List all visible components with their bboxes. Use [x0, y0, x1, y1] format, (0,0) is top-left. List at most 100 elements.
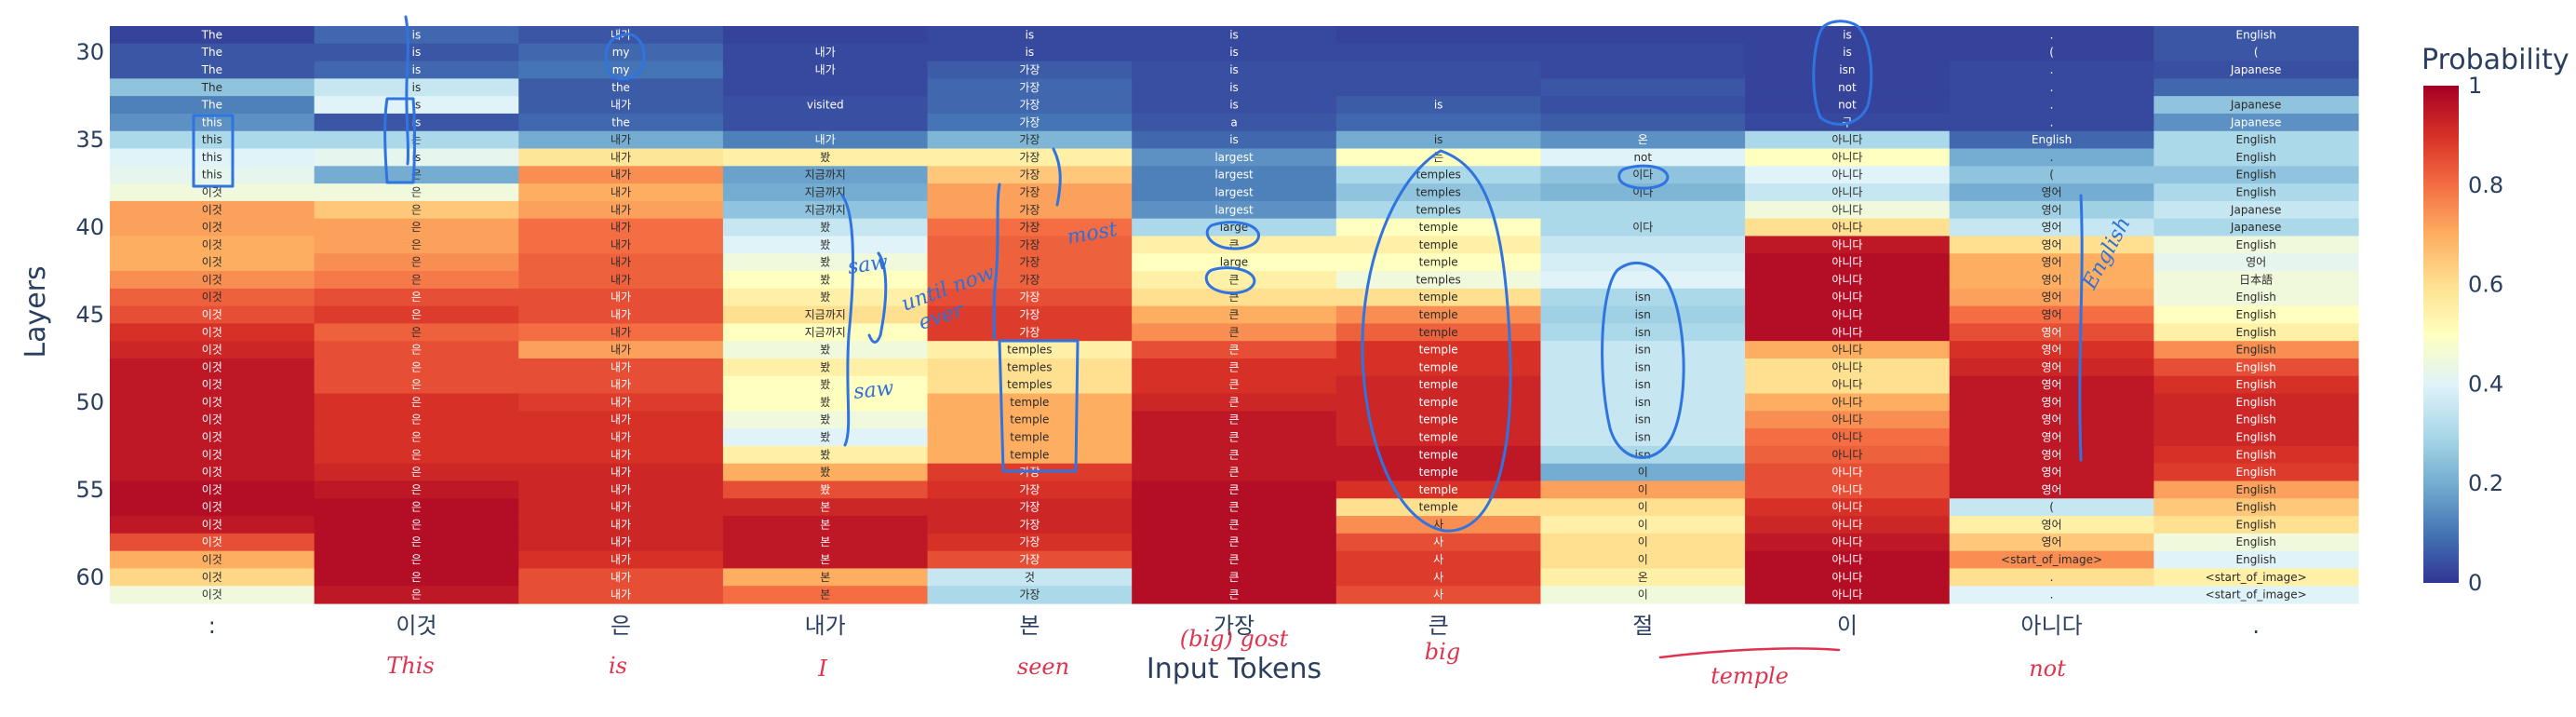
heatmap-cell — [314, 148, 519, 167]
cell-token-label: 지금까지 — [805, 203, 846, 216]
cell-token-label: 영어 — [2042, 221, 2062, 234]
cell-token-label: 아니다 — [1831, 344, 1862, 357]
heatmap-cell — [1745, 393, 1951, 412]
heatmap-cell — [2153, 480, 2359, 499]
heatmap-cell — [927, 516, 1133, 534]
x-axis-ticks: : 이것 은 내가 본 가장 큰 절 이 아니다. — [208, 613, 2260, 639]
cell-token-label: 내가 — [610, 99, 631, 112]
heatmap-cell — [314, 218, 519, 237]
heatmap-cell — [314, 96, 519, 115]
heatmap-cell — [1132, 200, 1337, 220]
heatmap-cell — [1949, 113, 2154, 132]
heatmap-cell — [110, 358, 315, 377]
cell-token-label: temple — [1419, 308, 1458, 321]
cell-token-label: is — [412, 46, 422, 59]
heatmap-cell — [518, 96, 724, 115]
heatmap-cell — [1540, 411, 1746, 429]
cell-token-label: 아니다 — [1831, 448, 1862, 461]
cell-token-label: English — [2236, 291, 2276, 304]
heatmap-cell — [722, 341, 929, 359]
cell-token-label: 내가 — [610, 501, 631, 514]
cell-token-label: 내가 — [815, 133, 836, 146]
heatmap-cell — [1949, 200, 2154, 220]
cell-token-label: largest — [1214, 169, 1254, 182]
cell-token-label: 은 — [411, 169, 422, 182]
heatmap-cell — [1745, 428, 1951, 447]
cell-token-label: 아니다 — [1831, 483, 1862, 496]
heatmap-cell — [1132, 463, 1337, 482]
cell-token-label: 봤 — [820, 256, 830, 269]
heatmap-cell — [722, 586, 929, 604]
cell-token-label: 이것 — [202, 553, 222, 566]
heatmap-cell — [927, 445, 1133, 465]
heatmap-cell — [927, 236, 1133, 254]
cell-token-label: 은 — [411, 588, 422, 602]
cell-token-label: 아니다 — [1831, 501, 1862, 514]
heatmap-cell — [927, 61, 1133, 79]
cell-token-label: 봤 — [820, 291, 830, 304]
cell-token-label: this — [202, 151, 222, 164]
note-saw-1: saw — [846, 250, 889, 279]
cell-token-label: isn — [1635, 431, 1651, 444]
heatmap-cell — [722, 550, 929, 570]
heatmap-cell — [1949, 550, 2154, 570]
heatmap-cell — [1540, 445, 1746, 465]
cell-token-label: 내가 — [610, 256, 631, 269]
cell-token-label: 은 — [411, 535, 422, 548]
cell-token-label: English — [2236, 308, 2276, 321]
cell-token-label: English — [2236, 169, 2276, 182]
heatmap-cell — [1335, 480, 1542, 499]
cell-token-label: 아니다 — [1831, 133, 1862, 146]
cell-token-label: 은 — [411, 256, 422, 269]
x-tick-label: 은 — [610, 613, 631, 639]
heatmap-cell — [110, 288, 315, 307]
cell-token-label: English — [2236, 151, 2276, 164]
cell-token-label: 아니다 — [1831, 151, 1862, 164]
cell-token-label: 이것 — [202, 535, 222, 548]
heatmap-cell — [110, 305, 315, 324]
heatmap-cell — [110, 113, 315, 132]
cell-token-label: 지금까지 — [805, 308, 846, 321]
heatmap-cell — [518, 550, 724, 570]
heatmap-cell — [1132, 393, 1337, 412]
x-tick-label: 가장 — [1214, 613, 1254, 639]
cell-token-label: 큰 — [1228, 483, 1239, 496]
cell-token-label: is — [412, 99, 422, 112]
heatmap-cell — [314, 26, 519, 45]
cell-token-label: temple — [1419, 483, 1458, 496]
cell-token-label: 큰 — [1228, 308, 1239, 321]
cell-token-label: 이다 — [1632, 169, 1653, 182]
cell-token-label: . — [2050, 28, 2054, 41]
heatmap-cell — [1132, 183, 1337, 202]
cell-token-label: 내가 — [610, 238, 631, 251]
cell-token-label: 영어 — [2042, 483, 2062, 496]
heatmap-cell — [2153, 375, 2359, 395]
cell-token-label: 아니다 — [1831, 169, 1862, 182]
cell-token-label: 가장 — [1019, 99, 1040, 112]
heatmap-cell — [1745, 78, 1951, 97]
heatmap-cell — [927, 358, 1133, 377]
cell-token-label: 큰 — [1228, 326, 1239, 339]
heatmap-cell — [110, 61, 315, 79]
cell-token-label: . — [2050, 63, 2054, 76]
heatmap-cell — [314, 130, 519, 150]
cell-token-label: not — [1838, 81, 1857, 94]
heatmap-cell — [1745, 218, 1951, 237]
heatmap-cell — [110, 393, 315, 412]
heatmap-cell — [1132, 533, 1337, 552]
heatmap-cell — [722, 43, 929, 62]
cell-token-label: English — [2236, 466, 2276, 479]
heatmap-cell — [314, 271, 519, 290]
heatmap-cell — [1949, 498, 2154, 517]
heatmap-cell — [927, 411, 1133, 429]
cell-token-label: 봤 — [820, 360, 830, 373]
heatmap-cell — [1132, 498, 1337, 517]
heatmap-cell — [1540, 130, 1746, 150]
heatmap-cell — [2153, 253, 2359, 272]
cell-token-label: 영어 — [2042, 396, 2062, 409]
cell-token-label: English — [2236, 413, 2276, 426]
cell-token-label: is — [412, 28, 422, 41]
heatmap-cell — [1540, 375, 1746, 395]
cell-token-label: 영어 — [2246, 256, 2266, 269]
